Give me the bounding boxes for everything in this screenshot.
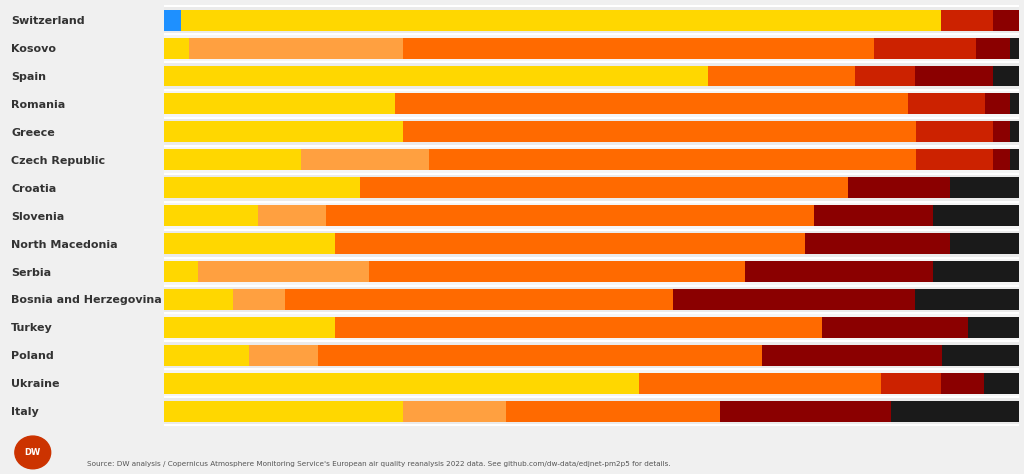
Bar: [934, 261, 1019, 282]
Bar: [335, 233, 805, 254]
Bar: [745, 261, 934, 282]
Bar: [934, 205, 1019, 226]
Bar: [762, 345, 942, 366]
Bar: [164, 90, 1019, 118]
Bar: [285, 289, 674, 310]
Bar: [993, 121, 1011, 142]
Bar: [891, 401, 1019, 422]
Bar: [164, 313, 1019, 341]
Bar: [164, 285, 1019, 313]
Bar: [164, 289, 232, 310]
Bar: [360, 177, 848, 198]
Bar: [639, 373, 881, 394]
Bar: [164, 34, 1019, 62]
Bar: [394, 93, 907, 114]
Bar: [189, 37, 403, 58]
Bar: [335, 317, 822, 338]
Bar: [941, 9, 993, 31]
Bar: [164, 93, 394, 114]
Circle shape: [15, 436, 50, 469]
Bar: [164, 257, 1019, 285]
Bar: [327, 205, 814, 226]
Bar: [164, 149, 301, 170]
Bar: [993, 149, 1011, 170]
Bar: [164, 65, 708, 86]
Bar: [164, 345, 250, 366]
Bar: [164, 261, 198, 282]
Bar: [164, 202, 1019, 229]
Text: DW: DW: [25, 448, 41, 457]
Bar: [164, 6, 1019, 34]
Bar: [873, 37, 976, 58]
Bar: [164, 121, 403, 142]
Bar: [907, 93, 985, 114]
Bar: [674, 289, 915, 310]
Bar: [984, 373, 1019, 394]
Bar: [164, 9, 181, 31]
Bar: [848, 177, 950, 198]
Bar: [164, 233, 335, 254]
Bar: [916, 121, 993, 142]
Bar: [164, 177, 360, 198]
Bar: [855, 65, 915, 86]
Text: Source: DW analysis / Copernicus Atmosphere Monitoring Service's European air qu: Source: DW analysis / Copernicus Atmosph…: [87, 461, 671, 467]
Bar: [916, 149, 993, 170]
Bar: [164, 229, 1019, 257]
Bar: [164, 146, 1019, 174]
Bar: [181, 9, 941, 31]
Bar: [708, 65, 855, 86]
Bar: [1011, 37, 1019, 58]
Bar: [301, 149, 429, 170]
Bar: [1011, 121, 1019, 142]
Bar: [429, 149, 916, 170]
Bar: [720, 401, 891, 422]
Bar: [403, 37, 873, 58]
Bar: [950, 177, 1019, 198]
Bar: [164, 401, 403, 422]
Bar: [164, 37, 189, 58]
Bar: [164, 373, 639, 394]
Bar: [1011, 93, 1019, 114]
Bar: [164, 317, 335, 338]
Bar: [1011, 149, 1019, 170]
Bar: [942, 345, 1019, 366]
Bar: [993, 65, 1019, 86]
Bar: [258, 205, 327, 226]
Bar: [985, 93, 1011, 114]
Bar: [814, 205, 934, 226]
Bar: [915, 289, 1019, 310]
Bar: [506, 401, 720, 422]
Bar: [232, 289, 285, 310]
Bar: [164, 397, 1019, 425]
Bar: [164, 118, 1019, 146]
Bar: [198, 261, 369, 282]
Bar: [941, 373, 984, 394]
Bar: [164, 62, 1019, 90]
Bar: [164, 341, 1019, 369]
Bar: [164, 369, 1019, 397]
Bar: [317, 345, 762, 366]
Bar: [403, 121, 916, 142]
Bar: [250, 345, 317, 366]
Bar: [403, 401, 506, 422]
Bar: [881, 373, 941, 394]
Bar: [950, 233, 1019, 254]
Bar: [164, 205, 258, 226]
Bar: [993, 9, 1019, 31]
Bar: [915, 65, 993, 86]
Bar: [968, 317, 1019, 338]
Bar: [164, 174, 1019, 202]
Bar: [976, 37, 1011, 58]
Bar: [369, 261, 745, 282]
Bar: [822, 317, 968, 338]
Bar: [805, 233, 950, 254]
